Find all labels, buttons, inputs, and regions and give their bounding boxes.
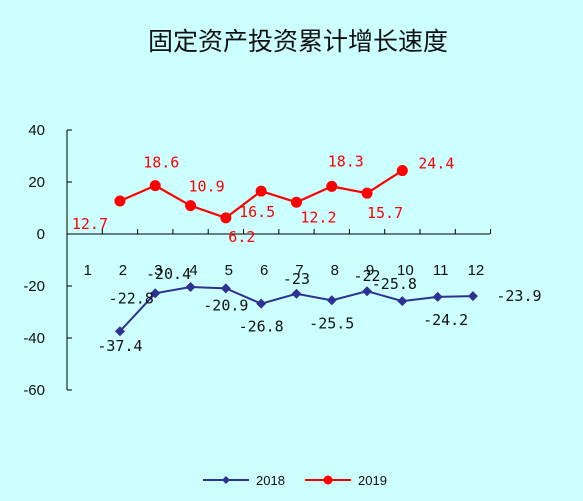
data-label-2018: -25.5: [309, 314, 354, 332]
data-label-2018: -23: [283, 270, 310, 288]
data-label-2018: -20.4: [146, 265, 191, 283]
data-label-2018: -20.9: [203, 296, 248, 314]
data-label-2019: 18.6: [143, 154, 179, 172]
point-2018: [291, 288, 302, 299]
point-2019: [290, 196, 302, 208]
data-labels: -37.4 -22.8 -20.4 -20.9 -26.8 -23 -25.5 -22-25.…: [72, 152, 542, 355]
point-2019: [326, 180, 338, 192]
data-label-2019: 24.4: [418, 155, 454, 173]
point-2019: [255, 185, 267, 197]
data-label-2018: -26.8: [239, 318, 284, 336]
point-2018: [326, 295, 337, 306]
data-label-2018: -37.4: [97, 337, 142, 355]
legend-marker-2019: [323, 475, 333, 485]
x-tick-label: 4: [189, 262, 197, 279]
y-tick-label: -20: [23, 278, 45, 295]
data-label-2019: 18.3: [328, 152, 364, 170]
data-label-2019: 16.5: [239, 203, 275, 221]
point-2018: [220, 283, 231, 294]
data-label-2018: -22.8: [109, 289, 154, 307]
x-tick-label: 1: [83, 262, 91, 279]
legend-label-2018: 2018: [256, 473, 285, 488]
y-tick-label: -60: [23, 382, 45, 399]
y-tick-label: 20: [28, 174, 45, 191]
point-2019: [149, 180, 161, 192]
x-tick-label: 3: [154, 262, 162, 279]
point-2018: [256, 298, 267, 309]
point-2019: [220, 212, 232, 224]
y-tick-label: 0: [37, 226, 45, 243]
point-2019: [396, 165, 408, 177]
point-2018: [397, 296, 408, 307]
chart-title: 固定资产投资累计增长速度: [148, 27, 448, 56]
x-tick-label: 11: [433, 262, 449, 279]
x-tick-label: 5: [225, 262, 233, 279]
series-layer: [114, 165, 478, 337]
legend-label-2019: 2019: [358, 473, 387, 488]
point-2018: [467, 291, 478, 302]
y-tick-label: 40: [28, 122, 45, 139]
data-label-2019: 6.2: [228, 228, 255, 246]
x-tick-label: 9: [366, 262, 374, 279]
x-tick-label: 12: [468, 262, 485, 279]
data-label-2018: -22: [354, 267, 381, 285]
legend: 2018 2019: [203, 473, 387, 488]
point-2018: [432, 291, 443, 302]
x-tick-label: 7: [295, 262, 303, 279]
data-label-2018: -23.9: [496, 287, 541, 305]
data-label-2019: 12.7: [72, 215, 108, 233]
x-tick-label: 6: [260, 262, 268, 279]
point-2019: [114, 195, 126, 207]
x-tick-label: 10: [397, 262, 414, 279]
data-label-2018: -25.8: [372, 275, 417, 293]
data-label-2019: 15.7: [367, 204, 403, 222]
y-tick-label: -40: [23, 330, 45, 347]
point-2018: [362, 286, 373, 297]
point-2018: [185, 282, 196, 293]
point-2018: [150, 288, 161, 299]
point-2019: [361, 187, 373, 199]
x-tick-label: 2: [119, 262, 127, 279]
point-2018: [114, 326, 125, 337]
data-label-2019: 10.9: [188, 178, 224, 196]
data-label-2019: 12.2: [300, 208, 336, 226]
data-label-2018: -24.2: [423, 311, 468, 329]
x-tick-label: 8: [331, 262, 339, 279]
legend-marker-2018: [222, 476, 230, 484]
point-2019: [185, 200, 197, 212]
